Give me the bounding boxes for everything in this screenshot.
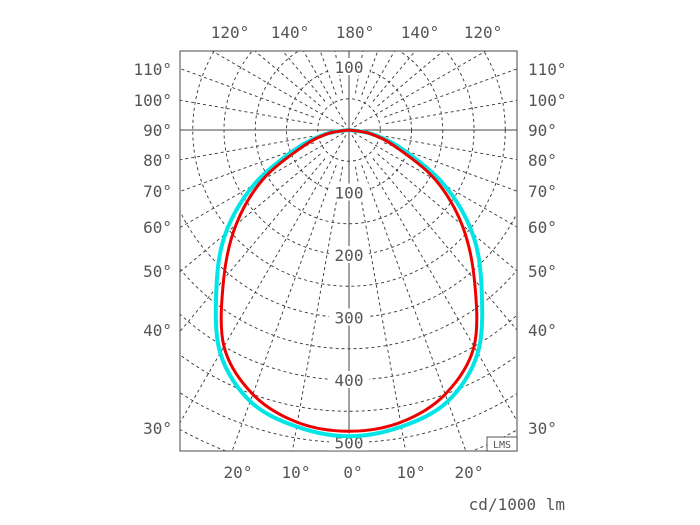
left-angle-label: 90° [143,121,172,140]
top-angle-label: 120° [211,23,250,42]
grid-radial-line [355,166,407,451]
grid-radial-line [180,153,321,273]
grid-radial-line [351,134,517,422]
radial-label-bg [329,183,369,201]
grid-radial-line [383,68,517,118]
grid-radial-line [180,132,345,228]
grid-radial-line [377,51,444,107]
grid-radial-line [180,99,313,124]
radial-label-bg [329,371,369,388]
grid-radial-line [282,51,326,102]
right-angle-label: 100° [528,91,567,110]
left-angle-label: 70° [143,182,172,201]
radial-label-bg [329,246,369,263]
bottom-angle-label: 0° [343,463,362,482]
right-angle-label: 60° [528,218,557,237]
left-angle-label: 60° [143,218,172,237]
grid-radial-line [180,158,326,332]
right-angle-label: 30° [528,419,557,438]
grid-radial-line [361,164,467,451]
radial-tick-label: 200 [335,246,364,265]
grid-radial-line [385,136,517,161]
grid-radial-line [334,51,343,94]
radial-label-bg [329,308,369,326]
bottom-angle-label: 20° [455,463,484,482]
unit-label: cd/1000 lm [469,495,565,514]
grid-radial-line [385,99,517,124]
top-angle-label: 180° [336,23,375,42]
grid-radial-line [291,166,343,451]
radial-label-bg [329,58,369,75]
left-angle-label: 100° [133,91,172,110]
bottom-angle-label: 10° [282,463,311,482]
right-angle-label: 40° [528,321,557,340]
left-angle-label: 80° [143,151,172,170]
grid-radial-line [180,68,315,118]
lms-logo-box [486,436,518,452]
grid-radial-line [180,134,347,423]
grid-radial-line [211,51,345,128]
top-angle-label: 140° [401,23,440,42]
left-angle-label: 30° [143,419,172,438]
grid-radial-line [319,51,337,96]
left-angle-label: 110° [133,60,172,79]
right-angle-label: 110° [528,60,567,79]
grid-radial-line [302,51,347,126]
radial-tick-label: 300 [335,309,364,328]
grid-radial-line [372,51,416,102]
grid-radial-line [355,51,364,94]
grid-radial-line [180,136,313,161]
intensity-curve-1 [213,128,485,439]
grid-radial-line [372,158,517,331]
top-angle-label: 120° [464,23,503,42]
intensity-curve-2 [219,128,479,433]
right-angle-label: 50° [528,262,557,281]
right-angle-label: 90° [528,121,557,140]
grid-radial-line [231,164,337,451]
lms-logo: LMS [493,440,511,451]
radial-tick-label: 100 [335,184,364,203]
bottom-angle-label: 20° [224,463,253,482]
radial-tick-label: 400 [335,371,364,390]
right-angle-label: 70° [528,182,557,201]
grid-radial-line [353,51,487,128]
grid-radial-line [353,132,517,228]
left-angle-label: 40° [143,321,172,340]
grid-radial-line [361,51,379,96]
grid-radial-line [254,51,321,107]
grid-radial-line [377,153,517,272]
grid-radial-line [351,51,396,126]
top-angle-label: 140° [271,23,310,42]
bottom-angle-label: 10° [397,463,426,482]
left-angle-label: 50° [143,262,172,281]
right-angle-label: 80° [528,151,557,170]
radial-tick-label: 500 [335,434,364,453]
radial-tick-label: 100 [335,58,364,77]
